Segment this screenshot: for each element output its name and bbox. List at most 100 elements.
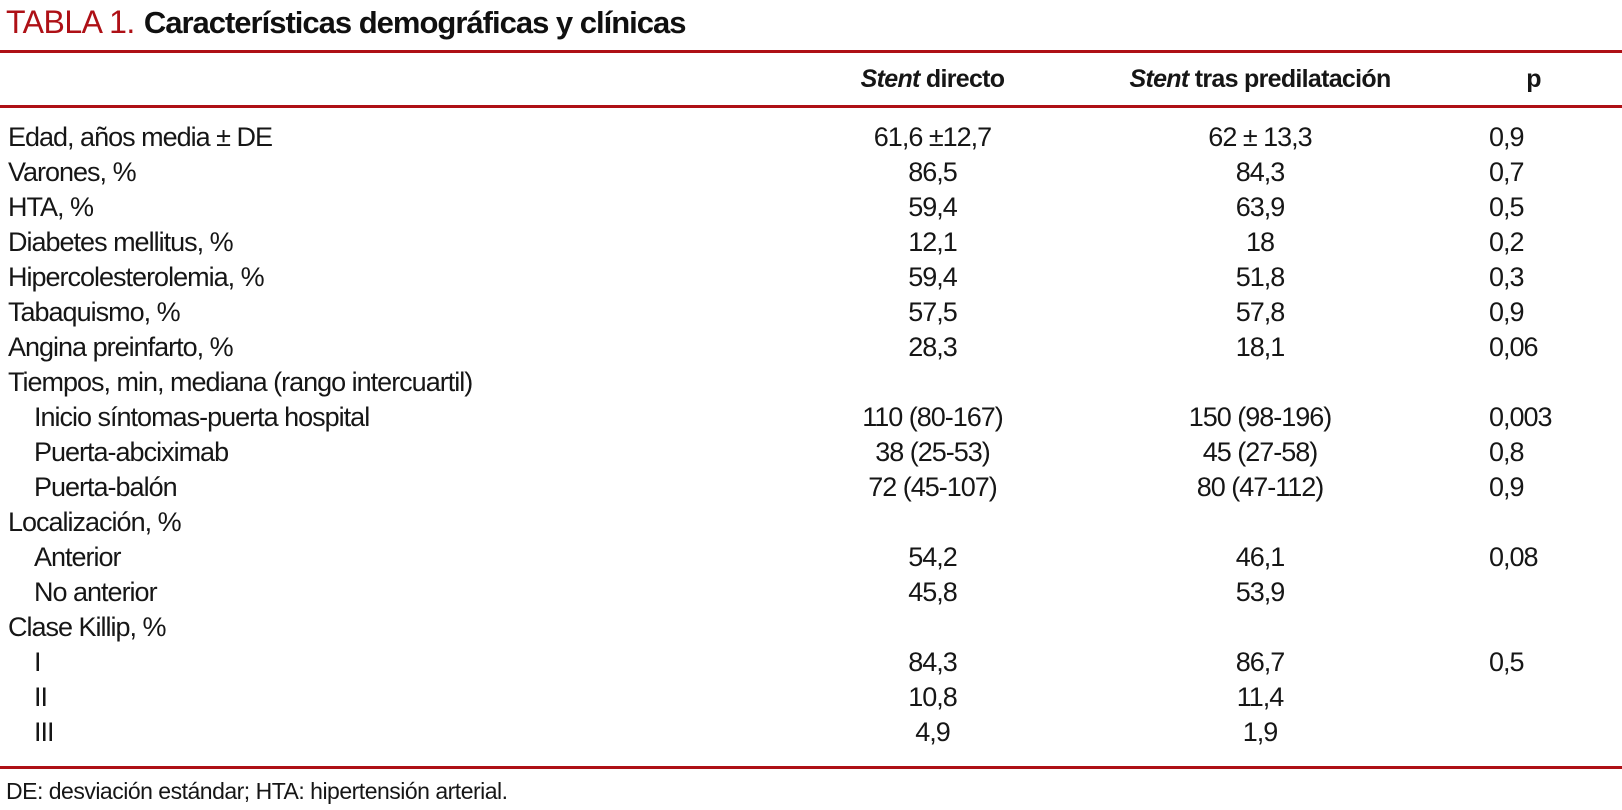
cell-p: 0,5 <box>1489 192 1525 222</box>
cell-stent-directo: 54,2 <box>908 542 958 572</box>
cell-stent-directo: 45,8 <box>908 577 958 607</box>
table-row: Tabaquismo, % 57,5 57,8 0,9 <box>0 295 1622 330</box>
row-label: Diabetes mellitus, % <box>8 227 234 257</box>
cell-stent-predilatacion <box>1075 610 1445 645</box>
table-section-row: Localización, % <box>0 505 1622 540</box>
table-row: No anterior 45,8 53,9 <box>0 575 1622 610</box>
cell-p: 0,08 <box>1489 542 1539 572</box>
cell-stent-predilatacion: 84,3 <box>1235 157 1286 187</box>
cell-stent-predilatacion: 45 (27-58) <box>1202 437 1319 467</box>
row-label: HTA, % <box>8 192 94 222</box>
cell-p: 0,9 <box>1489 472 1525 502</box>
column-header-stent-directo: Stent directo <box>860 64 1005 93</box>
cell-p <box>1445 575 1622 610</box>
top-rule <box>0 50 1622 53</box>
cell-stent-predilatacion: 86,7 <box>1235 647 1286 677</box>
row-label: I <box>34 647 42 677</box>
cell-stent-predilatacion: 1,9 <box>1242 717 1279 747</box>
cell-stent-predilatacion: 46,1 <box>1235 542 1286 572</box>
footnote: DE: desviación estándar; HTA: hipertensi… <box>6 778 508 804</box>
cell-p <box>1445 610 1622 645</box>
cell-p: 0,7 <box>1489 157 1525 187</box>
cell-stent-predilatacion <box>1075 505 1445 540</box>
row-label: II <box>34 682 48 712</box>
table-body: Edad, años media ± DE 61,6 ±12,7 62 ± 13… <box>0 120 1622 750</box>
table-row: I 84,3 86,7 0,5 <box>0 645 1622 680</box>
column-header-p: p <box>1526 64 1541 93</box>
table-row: Inicio síntomas-puerta hospital 110 (80-… <box>0 400 1622 435</box>
cell-p: 0,9 <box>1489 122 1525 152</box>
table-row: Anterior 54,2 46,1 0,08 <box>0 540 1622 575</box>
table-row: HTA, % 59,4 63,9 0,5 <box>0 190 1622 225</box>
table-row: II 10,8 11,4 <box>0 680 1622 715</box>
cell-stent-directo: 110 (80-167) <box>862 402 1004 432</box>
cell-stent-directo: 4,9 <box>915 717 951 747</box>
cell-p: 0,06 <box>1489 332 1539 362</box>
cell-p: 0,5 <box>1489 647 1525 677</box>
column-header-stent-predilatacion: Stent tras predilatación <box>1129 64 1391 93</box>
row-label: Varones, % <box>8 157 137 187</box>
table-row: Puerta-balón 72 (45-107) 80 (47-112) 0,9 <box>0 470 1622 505</box>
table-row: Puerta-abciximab 38 (25-53) 45 (27-58) 0… <box>0 435 1622 470</box>
cell-stent-directo: 59,4 <box>908 262 958 292</box>
cell-stent-predilatacion: 53,9 <box>1235 577 1286 607</box>
row-label: Localización, % <box>8 507 182 537</box>
table-row: Hipercolesterolemia, % 59,4 51,8 0,3 <box>0 260 1622 295</box>
cell-stent-predilatacion: 80 (47-112) <box>1196 472 1325 502</box>
cell-stent-directo: 61,6 ±12,7 <box>873 122 992 152</box>
cell-stent-predilatacion: 150 (98-196) <box>1188 402 1333 432</box>
table-number-label: TABLA 1. <box>6 4 135 40</box>
cell-stent-directo: 86,5 <box>908 157 958 187</box>
table-header-row: Stent directo Stent tras predilatación p <box>0 53 1622 105</box>
row-label: Inicio síntomas-puerta hospital <box>34 402 370 432</box>
row-label: Clase Killip, % <box>8 612 167 642</box>
cell-stent-predilatacion: 11,4 <box>1236 682 1285 712</box>
row-label: Puerta-abciximab <box>34 437 229 467</box>
row-label: Anterior <box>34 542 122 572</box>
cell-stent-predilatacion: 57,8 <box>1235 297 1286 327</box>
cell-p: 0,3 <box>1489 262 1525 292</box>
cell-stent-directo <box>790 365 1075 400</box>
cell-stent-directo: 38 (25-53) <box>875 437 991 467</box>
cell-p: 0,003 <box>1489 402 1553 432</box>
row-label: Tabaquismo, % <box>8 297 181 327</box>
cell-stent-predilatacion <box>1075 365 1445 400</box>
cell-stent-directo: 84,3 <box>908 647 958 677</box>
table-title: TABLA 1. Características demográficas y c… <box>6 4 687 40</box>
cell-stent-directo: 57,5 <box>908 297 958 327</box>
cell-stent-predilatacion: 18 <box>1245 227 1275 257</box>
cell-stent-directo <box>790 610 1075 645</box>
cell-p: 0,8 <box>1489 437 1525 467</box>
cell-stent-directo: 72 (45-107) <box>868 472 998 502</box>
cell-p: 0,2 <box>1489 227 1525 257</box>
row-label: No anterior <box>34 577 158 607</box>
cell-stent-directo: 10,8 <box>908 682 958 712</box>
table-row: Angina preinfarto, % 28,3 18,1 0,06 <box>0 330 1622 365</box>
cell-stent-predilatacion: 63,9 <box>1235 192 1286 222</box>
table-title-text: Características demográficas y clínicas <box>143 5 687 40</box>
header-rule <box>0 105 1622 108</box>
row-label: Puerta-balón <box>34 472 178 502</box>
table-section-row: Clase Killip, % <box>0 610 1622 645</box>
cell-p: 0,9 <box>1489 297 1525 327</box>
row-label: Edad, años media ± DE <box>8 122 273 152</box>
cell-p <box>1445 365 1622 400</box>
bottom-rule <box>0 766 1622 769</box>
row-label: Tiempos, min, mediana (rango intercuarti… <box>8 367 473 397</box>
cell-p <box>1445 680 1622 715</box>
table-row: Varones, % 86,5 84,3 0,7 <box>0 155 1622 190</box>
cell-stent-directo <box>790 505 1075 540</box>
table-row: Diabetes mellitus, % 12,1 18 0,2 <box>0 225 1622 260</box>
cell-stent-directo: 12,1 <box>908 227 958 257</box>
row-label: III <box>34 717 55 747</box>
table-row: III 4,9 1,9 <box>0 715 1622 750</box>
cell-p <box>1445 505 1622 540</box>
cell-p <box>1445 715 1622 750</box>
cell-stent-predilatacion: 51,8 <box>1235 262 1286 292</box>
cell-stent-directo: 28,3 <box>908 332 958 362</box>
row-label: Angina preinfarto, % <box>8 332 234 362</box>
table-row: Edad, años media ± DE 61,6 ±12,7 62 ± 13… <box>0 120 1622 155</box>
cell-stent-predilatacion: 18,1 <box>1235 332 1286 362</box>
cell-stent-directo: 59,4 <box>908 192 958 222</box>
